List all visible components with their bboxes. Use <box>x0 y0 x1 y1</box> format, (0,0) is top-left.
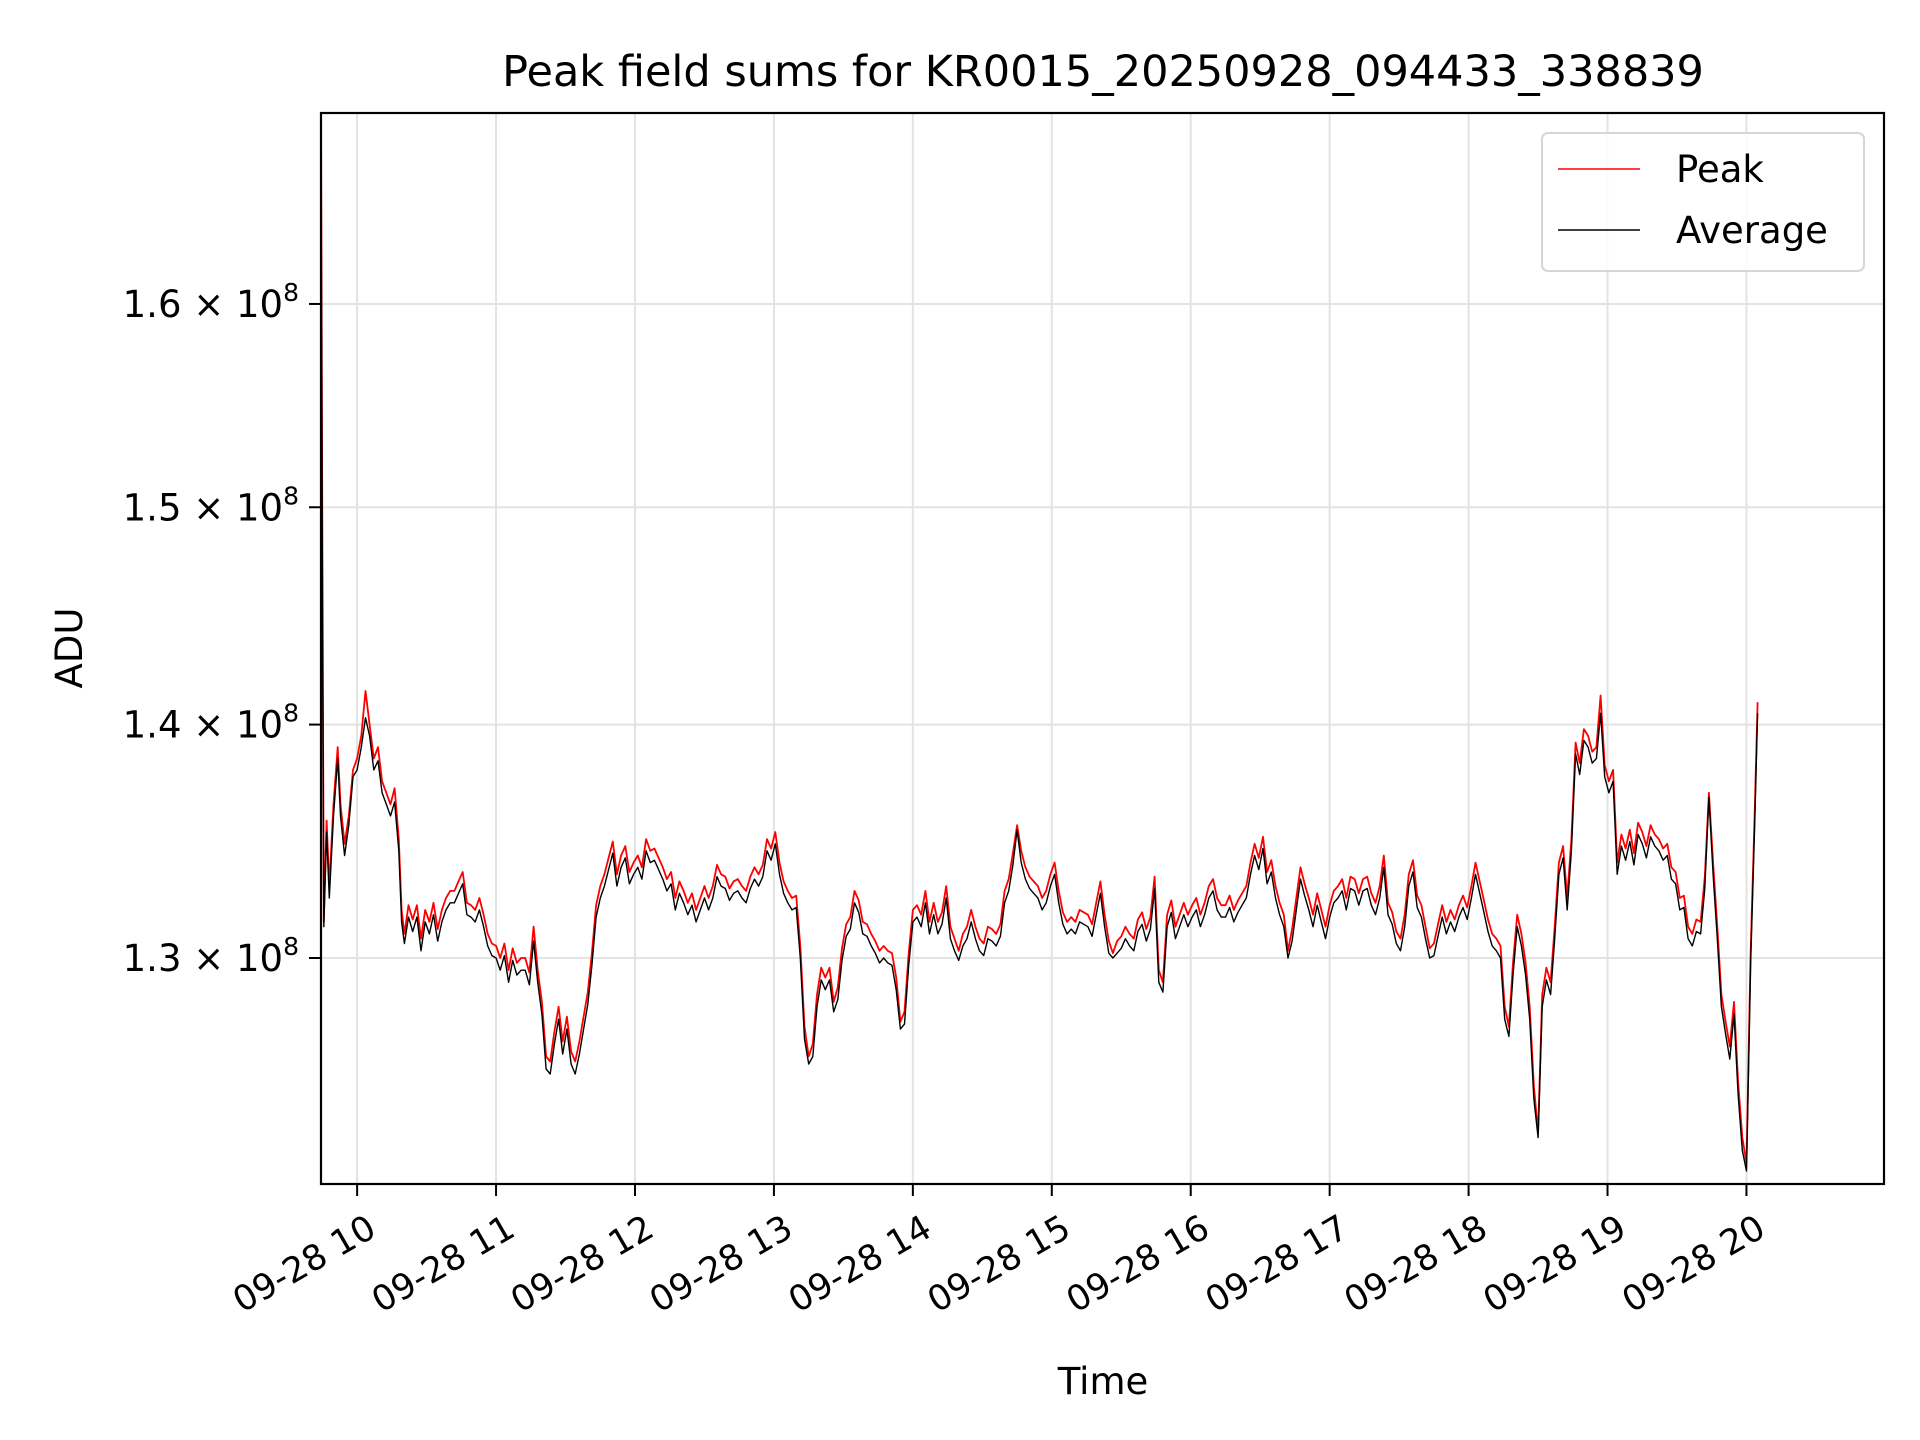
legend: Peak Average <box>1541 132 1865 272</box>
y-tick-label-1: 1.4 × 108 <box>123 699 299 747</box>
legend-peak-label: Peak <box>1676 148 1764 191</box>
plot-frame <box>319 111 1886 1186</box>
chart-title: Peak field sums for KR0015_20250928_0944… <box>502 47 1704 97</box>
series-line-peak <box>321 113 1759 1165</box>
y-tick-label-0: 1.3 × 108 <box>123 932 299 980</box>
legend-box <box>1541 132 1865 272</box>
grid-lines <box>321 113 1884 1184</box>
y-axis-ticks: 1.3 × 108 1.4 × 108 1.5 × 108 1.6 × 108 <box>123 278 321 980</box>
plot-area <box>321 113 1759 1172</box>
x-axis-label: Time <box>1057 1360 1149 1403</box>
y-tick-label-2: 1.5 × 108 <box>123 481 299 529</box>
y-axis-label: ADU <box>48 608 91 689</box>
y-tick-label-3: 1.6 × 108 <box>123 278 299 326</box>
series-line-average <box>321 150 1759 1172</box>
legend-average-label: Average <box>1676 209 1828 252</box>
